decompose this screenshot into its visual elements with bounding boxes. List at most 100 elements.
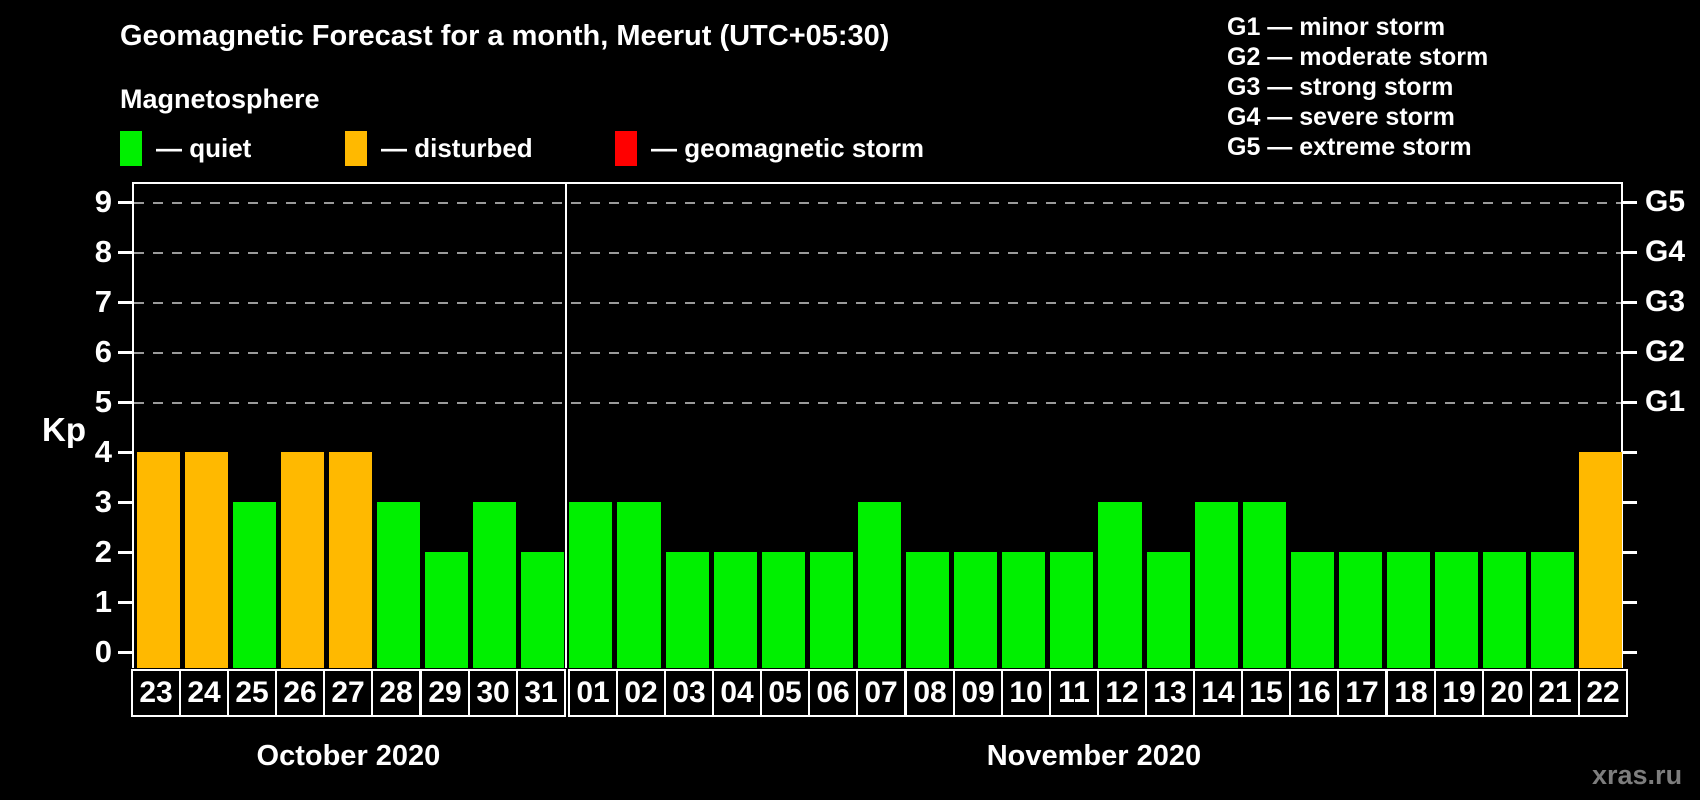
kp-bar <box>1194 502 1238 668</box>
watermark: xras.ru <box>1592 760 1683 790</box>
y-axis-title: Kp <box>42 411 86 448</box>
kp-bar <box>809 552 853 668</box>
page-title: Geomagnetic Forecast for a month, Meerut… <box>120 20 890 52</box>
y-tick-left <box>118 501 132 504</box>
date-cell: 09 <box>953 669 1003 717</box>
gridline-kp5 <box>134 402 1621 404</box>
kp-bar <box>1098 502 1142 668</box>
y-tick-label: 4 <box>94 434 112 469</box>
kp-bar <box>184 452 228 668</box>
date-cell: 26 <box>275 669 325 717</box>
date-cell: 20 <box>1482 669 1532 717</box>
date-cell: 12 <box>1097 669 1147 717</box>
storm-scale-legend-g5: G5 — extreme storm <box>1227 133 1472 161</box>
date-cell: 18 <box>1386 669 1436 717</box>
y-tick-right <box>1623 301 1637 304</box>
date-cell: 19 <box>1434 669 1484 717</box>
date-cell: 01 <box>568 669 618 717</box>
y-tick-label: 0 <box>94 634 112 669</box>
month-label: November 2020 <box>986 740 1202 772</box>
y-tick-right <box>1623 601 1637 604</box>
kp-bar <box>713 552 757 668</box>
date-cell: 08 <box>905 669 955 717</box>
y-tick-label: 5 <box>94 384 112 419</box>
y-tick-right <box>1623 201 1637 204</box>
y-tick-left <box>118 451 132 454</box>
status-legend: — quiet — disturbed — geomagnetic storm <box>120 131 924 166</box>
kp-bar <box>328 452 372 668</box>
kp-bar <box>425 552 469 668</box>
date-cell: 29 <box>420 669 470 717</box>
storm-scale-legend-g3: G3 — strong storm <box>1227 73 1454 101</box>
date-cell: 07 <box>856 669 906 717</box>
kp-bar <box>569 502 613 668</box>
date-cell: 27 <box>323 669 373 717</box>
y-tick-left <box>118 651 132 654</box>
kp-bar <box>906 552 950 668</box>
kp-bar <box>1242 502 1286 668</box>
gridline-kp6 <box>134 352 1621 354</box>
kp-bar <box>1146 552 1190 668</box>
y-tick-left <box>118 251 132 254</box>
date-cell: 23 <box>131 669 181 717</box>
y-tick-left <box>118 201 132 204</box>
date-cell: 24 <box>179 669 229 717</box>
y-tick-left <box>118 351 132 354</box>
g-scale-label-g3: G3 <box>1645 285 1686 318</box>
gridline-kp9 <box>134 202 1621 204</box>
legend-label: — quiet <box>156 133 252 163</box>
kp-bar <box>1290 552 1334 668</box>
g-scale-label-g2: G2 <box>1645 335 1686 368</box>
gridline-kp8 <box>134 252 1621 254</box>
y-tick-label: 6 <box>94 334 112 369</box>
storm-scale-legend-g2: G2 — moderate storm <box>1227 43 1489 71</box>
kp-bar <box>617 502 661 668</box>
date-cell: 16 <box>1289 669 1339 717</box>
y-tick-right <box>1623 551 1637 554</box>
date-cell: 14 <box>1193 669 1243 717</box>
y-tick-label: 2 <box>94 534 112 569</box>
date-cell: 17 <box>1337 669 1387 717</box>
kp-bar <box>1579 452 1623 668</box>
date-cell: 28 <box>371 669 421 717</box>
date-cell: 06 <box>808 669 858 717</box>
date-cell: 21 <box>1530 669 1580 717</box>
kp-bar <box>1002 552 1046 668</box>
date-cell: 30 <box>468 669 518 717</box>
date-cell: 11 <box>1049 669 1099 717</box>
legend-item-disturbed: — disturbed <box>345 131 615 166</box>
date-cell: 02 <box>616 669 666 717</box>
quiet-color-swatch <box>120 131 142 166</box>
g-scale-label-g1: G1 <box>1645 385 1686 418</box>
y-tick-label: 7 <box>94 284 112 319</box>
storm-scale-legend-g4: G4 — severe storm <box>1227 103 1455 131</box>
g-scale-label-g5: G5 <box>1645 185 1686 218</box>
storm-scale-legend: G1 — minor storm G2 — moderate storm G3 … <box>1227 12 1488 162</box>
kp-bar <box>521 552 565 668</box>
y-tick-left <box>118 601 132 604</box>
month-label: October 2020 <box>256 740 441 772</box>
kp-bar <box>1435 552 1479 668</box>
date-cell: 22 <box>1578 669 1628 717</box>
chart-subtitle: Magnetosphere <box>120 84 320 114</box>
date-cell: 13 <box>1145 669 1195 717</box>
date-cell: 10 <box>1001 669 1051 717</box>
kp-bar <box>761 552 805 668</box>
legend-label: — disturbed <box>381 133 533 163</box>
storm-scale-legend-g1: G1 — minor storm <box>1227 13 1446 41</box>
date-cell: 05 <box>760 669 810 717</box>
y-tick-left <box>118 401 132 404</box>
y-tick-label: 3 <box>94 484 112 519</box>
g-scale-label-g4: G4 <box>1645 235 1686 268</box>
y-tick-right <box>1623 451 1637 454</box>
y-tick-right <box>1623 251 1637 254</box>
storm-color-swatch <box>615 131 637 166</box>
kp-bar <box>1387 552 1431 668</box>
y-tick-label: 1 <box>94 584 112 619</box>
kp-bar <box>232 502 276 668</box>
kp-bar <box>1483 552 1527 668</box>
kp-bar <box>1531 552 1575 668</box>
y-tick-right <box>1623 401 1637 404</box>
date-cell: 04 <box>712 669 762 717</box>
